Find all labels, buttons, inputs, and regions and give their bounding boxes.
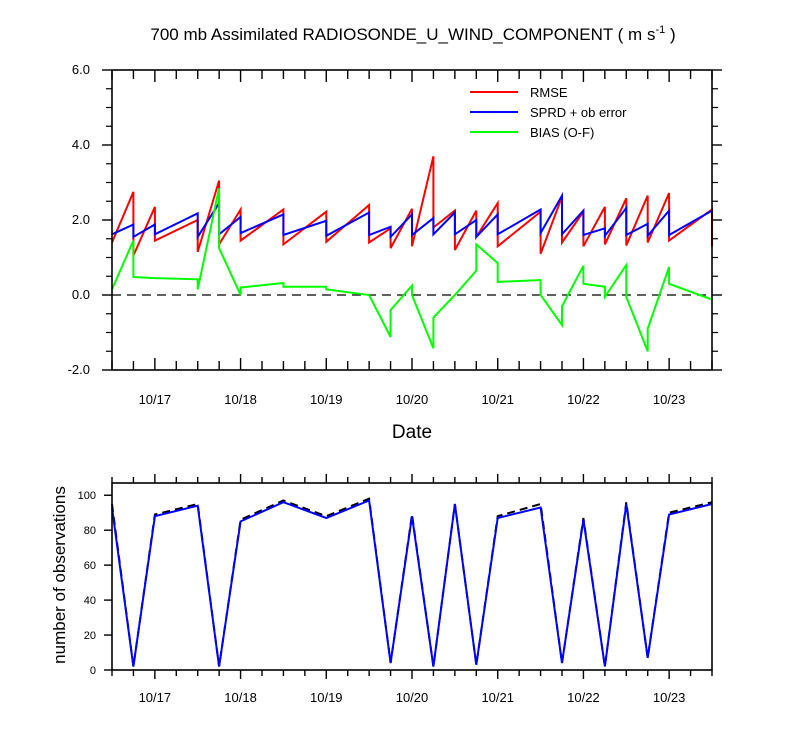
y-tick-label: 100 (78, 490, 96, 502)
x-tick-label: 10/23 (653, 392, 686, 407)
y-tick-label: 2.0 (72, 212, 90, 227)
x-tick-label: 10/22 (567, 690, 600, 705)
series-line-assimilated-observations (111, 499, 713, 667)
top-ticks (102, 69, 722, 371)
x-tick-label: 10/22 (567, 392, 600, 407)
y-tick-label: 0.0 (72, 287, 90, 302)
bottom-plot-frame (111, 482, 713, 671)
legend: RMSE SPRD + ob error BIAS (O-F) (470, 85, 627, 140)
x-tick-label: 10/19 (310, 690, 343, 705)
legend-label: RMSE (530, 85, 568, 100)
top-panel: 10/17 10/18 10/19 10/20 10/21 10/22 10/23 -2.0 0… (68, 62, 722, 407)
x-tick-label: 10/21 (481, 392, 514, 407)
x-tick-label: 10/18 (224, 392, 257, 407)
x-tick-label: 10/23 (653, 690, 686, 705)
legend-label: BIAS (O-F) (530, 125, 594, 140)
series-line-sprd-ob-error (111, 191, 713, 241)
x-tick-label: 10/21 (481, 690, 514, 705)
bottom-ticks (104, 474, 713, 679)
legend-label: SPRD + ob error (530, 105, 627, 120)
y-tick-label: 4.0 (72, 137, 90, 152)
top-plot-frame (111, 69, 713, 371)
chart-title: 700 mb Assimilated RADIOSONDE_U_WIND_COM… (150, 24, 675, 44)
y-tick-label: 80 (84, 525, 96, 537)
y-tick-label: -2.0 (68, 362, 90, 377)
x-tick-label: 10/17 (139, 392, 172, 407)
title-end: ) (665, 25, 675, 44)
x-tick-label: 10/18 (224, 690, 257, 705)
series-line-possible-observations (111, 497, 713, 667)
y-tick-label: 0 (90, 665, 96, 677)
x-axis-label: Date (392, 422, 432, 443)
bottom-tick-labels: 10/17 10/18 10/19 10/20 10/21 10/22 10/23 0 20 40… (78, 490, 686, 705)
y-tick-label: 60 (84, 560, 96, 572)
series-line-rmse (111, 156, 713, 257)
bottom-panel: 10/17 10/18 10/19 10/20 10/21 10/22 10/23 0 20 40… (78, 474, 713, 705)
series-line-bias-o-f (111, 187, 713, 352)
title-superscript: -1 (655, 24, 665, 36)
title-main: 700 mb Assimilated RADIOSONDE_U_WIND_COM… (150, 25, 655, 44)
top-tick-labels: 10/17 10/18 10/19 10/20 10/21 10/22 10/23 -2.0 0… (68, 62, 686, 407)
y-tick-label: 40 (84, 595, 96, 607)
bottom-series (111, 497, 713, 667)
x-tick-label: 10/20 (396, 690, 429, 705)
x-tick-label: 10/17 (139, 690, 172, 705)
top-series (111, 156, 713, 352)
y-axis-label-observations: number of observations (50, 486, 69, 664)
y-tick-label: 20 (84, 630, 96, 642)
x-tick-label: 10/20 (396, 392, 429, 407)
x-tick-label: 10/19 (310, 392, 343, 407)
y-tick-label: 6.0 (72, 62, 90, 77)
